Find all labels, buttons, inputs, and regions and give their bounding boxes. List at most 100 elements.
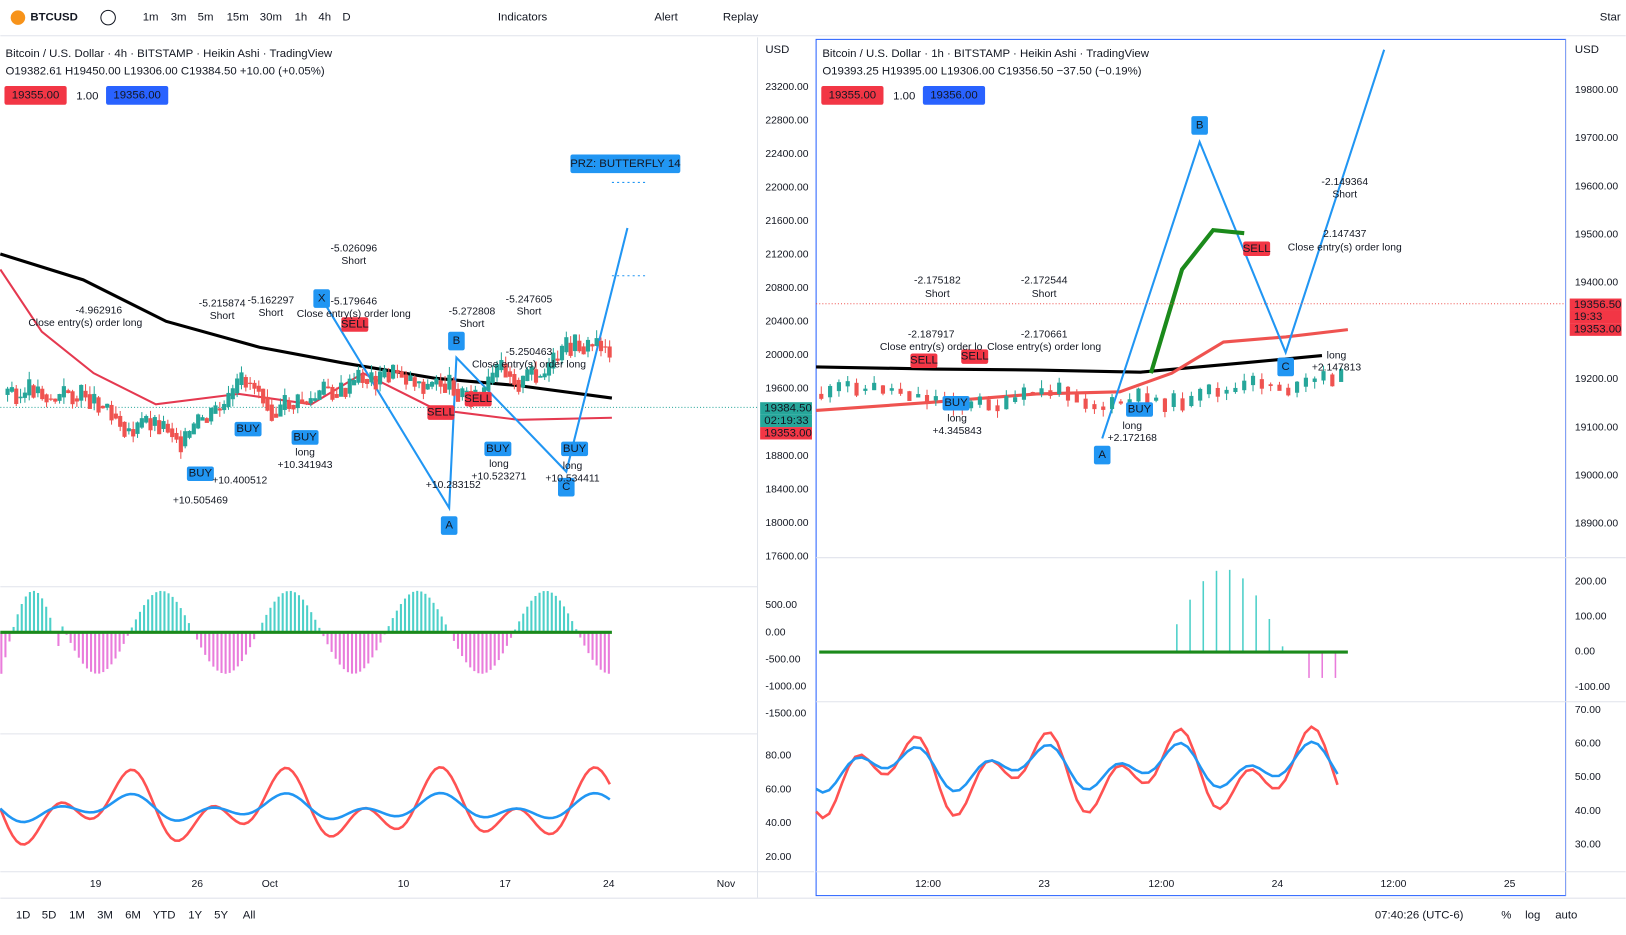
histogram-bar: [310, 612, 313, 633]
histogram-bar: [554, 595, 557, 633]
price-tag: [760, 402, 812, 415]
interval-button[interactable]: 4h: [318, 12, 331, 24]
histogram-bar: [326, 632, 329, 645]
candle: [144, 415, 149, 423]
histogram-bar: [330, 632, 333, 652]
moving-average: [0, 252, 613, 400]
candle: [1250, 375, 1256, 386]
percent-toggle[interactable]: %: [1501, 909, 1511, 921]
add-symbol[interactable]: [100, 9, 116, 26]
histogram-bar: [293, 592, 296, 633]
candle: [598, 340, 604, 352]
indicators-button[interactable]: Indicators: [498, 12, 548, 24]
histogram-bar: [37, 593, 40, 633]
rsi_ticks: 20.00: [765, 852, 791, 863]
histogram-bar: [306, 605, 309, 633]
strategy-annotation: +10.341943: [278, 460, 333, 471]
histogram-bar: [403, 598, 407, 633]
interval-button[interactable]: 30m: [260, 12, 282, 24]
candle: [863, 388, 868, 391]
interval-button[interactable]: 1m: [143, 12, 159, 24]
range-button[interactable]: 1M: [69, 909, 85, 921]
candle: [1136, 388, 1141, 402]
histogram-bar: [77, 632, 80, 658]
histogram-bar: [45, 606, 48, 633]
histogram-bar: [408, 594, 411, 633]
candle: [854, 382, 859, 396]
histogram-bar: [159, 590, 162, 633]
range-button[interactable]: 1D: [16, 909, 31, 921]
interval-button[interactable]: 1h: [295, 12, 308, 24]
rsi_ticks: 30.00: [1575, 840, 1601, 851]
osc_ticks: 500.00: [765, 600, 797, 611]
signal-box: [234, 421, 262, 437]
histogram-bar: [424, 593, 427, 633]
pattern-point-label: C: [1282, 361, 1290, 373]
interval-button[interactable]: 3m: [171, 12, 187, 24]
candle: [61, 386, 66, 398]
candle: [1074, 394, 1079, 403]
pattern-point: [1277, 357, 1294, 377]
buy-box[interactable]: [106, 86, 169, 105]
interval-button[interactable]: D: [342, 12, 350, 24]
sell-box[interactable]: [821, 86, 884, 105]
interval-button[interactable]: 15m: [227, 12, 249, 24]
range-button[interactable]: 1Y: [188, 909, 202, 921]
range-button[interactable]: 6M: [125, 909, 141, 921]
interval-button[interactable]: 5m: [198, 12, 214, 24]
histogram-bar: [342, 632, 345, 670]
auto-toggle[interactable]: auto: [1555, 909, 1577, 921]
candle: [1198, 388, 1203, 401]
candle: [161, 421, 166, 429]
range-button[interactable]: All: [243, 909, 256, 921]
histogram-bar: [208, 632, 211, 662]
candle: [252, 382, 257, 389]
alert-button[interactable]: Alert: [654, 12, 678, 24]
pattern-point: [1093, 445, 1111, 465]
buy-box[interactable]: [922, 86, 986, 105]
candle: [139, 418, 144, 428]
strategy-annotation: long: [1327, 350, 1347, 361]
range-button[interactable]: YTD: [153, 909, 176, 921]
candle: [35, 386, 40, 394]
candle: [916, 394, 921, 398]
range-button[interactable]: 3M: [97, 909, 113, 921]
candle: [1065, 386, 1071, 401]
candle: [330, 386, 335, 400]
range-button[interactable]: 5D: [42, 909, 57, 921]
range-button[interactable]: 5Y: [214, 909, 228, 921]
histogram-bar: [452, 632, 455, 641]
candle: [261, 388, 266, 404]
log-toggle[interactable]: log: [1525, 909, 1540, 921]
signal-box: [942, 395, 970, 411]
histogram-bar: [367, 632, 370, 664]
candle: [300, 399, 305, 404]
currency: USD: [765, 44, 789, 56]
price_ticks: 19400.00: [1575, 278, 1618, 289]
signal-box: [186, 466, 214, 481]
candle: [516, 379, 521, 392]
star-button[interactable]: Star: [1600, 12, 1621, 24]
histogram-bar: [277, 596, 280, 633]
price_ticks: 19700.00: [1575, 133, 1618, 144]
strategy-annotation: Short: [1032, 289, 1057, 300]
candle: [603, 346, 608, 348]
candle: [1118, 401, 1123, 404]
strategy-annotation: long: [489, 459, 509, 470]
candle: [278, 404, 283, 417]
symbol[interactable]: BTCUSD: [30, 12, 77, 24]
sell-box[interactable]: [4, 86, 67, 105]
pattern-point-label: C: [562, 481, 570, 493]
replay-button[interactable]: Replay: [723, 12, 759, 24]
strategy-annotation: Close entry(s) order long: [472, 360, 586, 371]
strategy-annotation: Close entry(s) order long: [1288, 242, 1402, 253]
time-label: 23: [1038, 879, 1050, 890]
histogram-bar: [126, 632, 129, 636]
pattern-point: [1191, 116, 1208, 135]
left-pane: [0, 37, 758, 898]
candle: [451, 380, 456, 396]
histogram-bar: [1202, 581, 1205, 653]
rsi_ticks: 40.00: [1575, 806, 1601, 817]
rsi-line: [0, 791, 611, 824]
